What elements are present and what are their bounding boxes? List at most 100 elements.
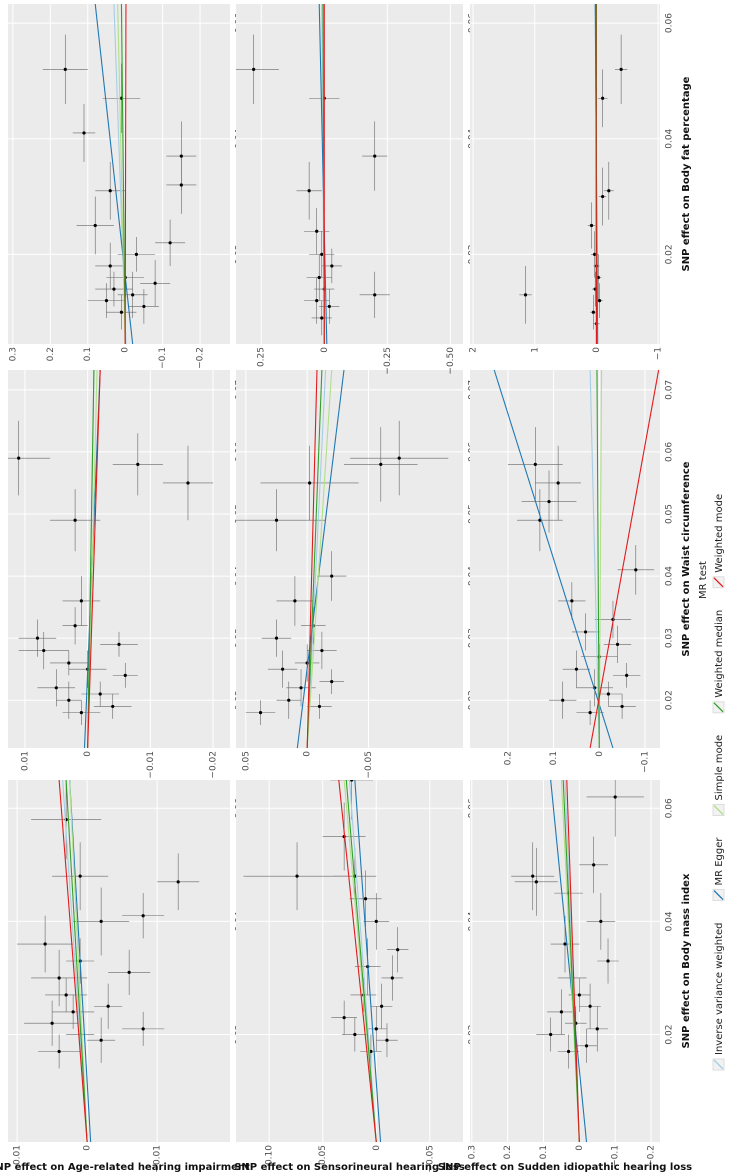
point: [141, 1027, 145, 1031]
mr-line: [318, 4, 328, 344]
point: [595, 1027, 599, 1031]
point: [593, 252, 597, 256]
point: [534, 880, 538, 884]
point: [54, 686, 58, 690]
legend-label: Weighted mode: [714, 494, 725, 573]
legend-label: MR Egger: [714, 837, 725, 886]
y-axis-title: SNP effect on Sensorineural hearing loss: [234, 1162, 465, 1173]
y-tick-label: −0.1: [611, 1145, 621, 1167]
y-tick-label: 0.3: [8, 347, 18, 361]
point: [330, 574, 334, 578]
point: [141, 914, 145, 918]
mr-line: [87, 370, 95, 748]
point: [274, 518, 279, 522]
y-tick-label: 0: [83, 1145, 93, 1151]
point: [380, 1004, 384, 1008]
point: [320, 252, 324, 256]
mr-line: [589, 370, 600, 748]
point: [350, 780, 354, 782]
mr-line: [117, 4, 126, 344]
mr-line: [69, 780, 92, 1142]
point: [43, 942, 47, 946]
panel-background: [236, 370, 463, 748]
y-tick-label: 0.25: [257, 347, 267, 367]
legend-key-line: [713, 805, 724, 815]
x-tick-label: 0.07: [665, 380, 675, 400]
point: [320, 648, 324, 653]
point: [93, 223, 97, 228]
panel-background: [470, 4, 660, 344]
point: [584, 1044, 589, 1048]
point: [533, 462, 537, 466]
y-tick-label: −0.05: [364, 751, 374, 779]
mr-line: [306, 370, 318, 748]
mr-line: [598, 370, 603, 748]
panel: [470, 4, 660, 344]
point: [523, 293, 528, 297]
point: [588, 711, 592, 715]
y-tick-label: −0.01: [146, 751, 156, 779]
panel: [470, 370, 660, 748]
point: [559, 1010, 564, 1014]
point: [99, 919, 103, 924]
panel-background: [236, 780, 463, 1142]
point: [136, 462, 140, 466]
y-tick-label: 0.05: [241, 751, 251, 771]
point: [588, 1004, 592, 1008]
x-tick-label: 0.04: [665, 128, 675, 148]
point: [373, 154, 377, 158]
point: [563, 942, 567, 946]
point: [119, 310, 124, 314]
mr-line: [566, 780, 580, 1142]
point: [315, 229, 319, 233]
y-axis-title: SNP effect on Age-related hearing impair…: [0, 1162, 250, 1173]
point: [601, 194, 605, 199]
point: [330, 264, 334, 268]
mr-line: [306, 370, 333, 748]
y-tick-label: −0.50: [446, 347, 456, 375]
mr-line: [493, 370, 614, 748]
point: [599, 919, 603, 924]
point: [168, 241, 172, 245]
point: [67, 661, 71, 665]
y-tick-label: 0.1: [549, 751, 559, 765]
panel: [8, 370, 230, 748]
point: [342, 1015, 346, 1020]
y-tick-label: 0.10: [265, 1145, 275, 1165]
mr-line: [87, 370, 101, 748]
mr-line: [124, 4, 127, 344]
point: [99, 1038, 103, 1042]
point: [574, 667, 579, 671]
legend-key-line: [713, 577, 724, 588]
y-tick-label: −0.05: [425, 1145, 435, 1173]
point: [176, 880, 180, 884]
x-axis-title: SNP effect on Body fat percentage: [681, 76, 692, 271]
point: [606, 959, 610, 963]
point: [566, 1049, 571, 1054]
point: [179, 183, 183, 187]
point: [583, 630, 588, 634]
legend-label: Weighted median: [714, 610, 725, 698]
y-tick-label: 0: [372, 1145, 382, 1151]
point: [317, 704, 322, 709]
panel: [236, 780, 463, 1142]
y-tick-label: 0.01: [20, 751, 30, 771]
point: [108, 189, 112, 193]
mr-line: [306, 370, 323, 748]
point: [63, 67, 67, 71]
point: [186, 481, 190, 485]
point: [549, 1032, 553, 1037]
y-tick-label: −0.2: [196, 347, 206, 369]
x-tick-label: 0.02: [665, 690, 675, 710]
mr-line: [595, 4, 598, 344]
mr-line: [65, 780, 88, 1142]
point: [82, 131, 86, 135]
point: [601, 96, 605, 100]
y-tick-label: 0: [121, 347, 131, 353]
mr-line: [596, 370, 600, 748]
y-tick-label: 0.05: [318, 1145, 328, 1165]
point: [106, 1004, 110, 1008]
mr-line: [354, 780, 382, 1142]
y-tick-label: 0: [303, 751, 313, 757]
y-tick-label: −1: [654, 347, 664, 360]
